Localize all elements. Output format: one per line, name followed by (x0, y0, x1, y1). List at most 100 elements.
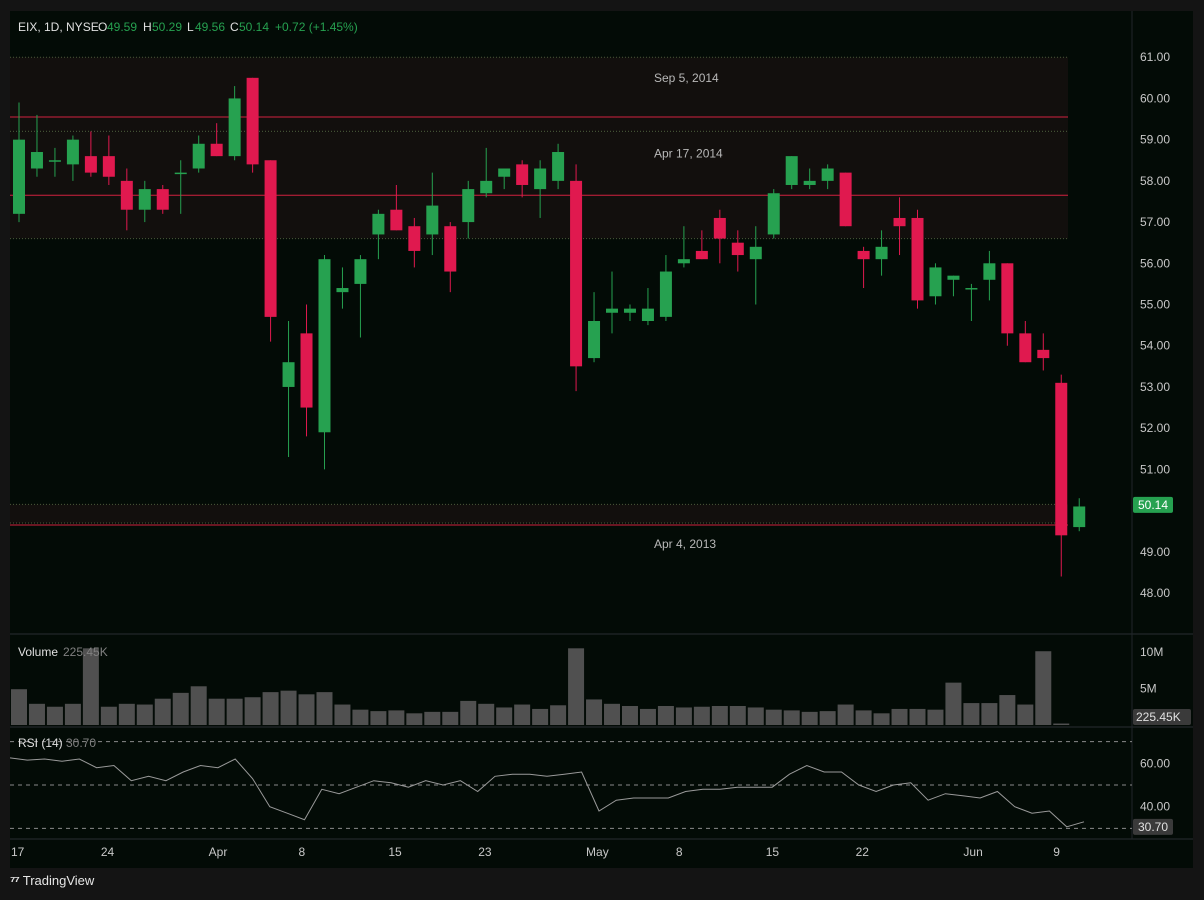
price-tick-label: 53.00 (1140, 380, 1170, 394)
time-tick-label: Apr (209, 845, 228, 859)
candle-down (731, 242, 744, 256)
time-tick-label: 8 (676, 845, 683, 859)
candle-up (785, 156, 798, 185)
volume-bar (28, 703, 45, 725)
volume-bar (442, 711, 459, 725)
volume-legend: Volume 225.45K (18, 645, 108, 659)
volume-bar (873, 713, 890, 725)
volume-last-tag (1133, 709, 1191, 725)
volume-bar (927, 709, 944, 725)
volume-tick-label: 5M (1140, 681, 1157, 695)
candle-down (156, 189, 169, 210)
volume-bar (190, 686, 207, 725)
time-tick-label: 22 (856, 845, 870, 859)
volume-bar (172, 692, 189, 725)
candle-up (282, 362, 295, 387)
last-price-tag (1133, 496, 1173, 513)
zone-band (10, 57, 1068, 132)
volume-bar (747, 707, 764, 725)
volume-bar (568, 648, 585, 725)
price-tick-label: 61.00 (1140, 50, 1170, 64)
rsi-tick-label: 60.00 (1140, 756, 1170, 770)
candle-down (857, 250, 870, 260)
chart-canvas[interactable]: Sep 5, 2014 Apr 17, 2014 Apr 4, 2013 10M 5M… (10, 11, 1193, 868)
volume-bar (82, 648, 99, 725)
close-value: 50.14 (239, 20, 269, 34)
candle-up (48, 160, 61, 162)
candle-down (911, 217, 924, 301)
volume-bar (891, 708, 908, 725)
candle-up (606, 308, 619, 313)
candle-up (659, 271, 672, 317)
candle-up (138, 189, 151, 210)
candle-down (695, 250, 708, 260)
volume-bar (478, 703, 495, 725)
volume-bar (11, 689, 27, 725)
zone-label: Sep 5, 2014 (654, 71, 719, 85)
time-tick-label: 9 (1053, 845, 1060, 859)
tradingview-logo-icon: ⁷⁷ (10, 873, 20, 888)
volume-bar (244, 697, 261, 725)
candle-up (318, 259, 331, 433)
volume-bar (711, 706, 728, 725)
volume-label: Volume (18, 645, 58, 659)
price-tick-label: 59.00 (1140, 133, 1170, 147)
high-value: 50.29 (152, 20, 182, 34)
candle-up (228, 98, 241, 157)
price-tick-label: 51.00 (1140, 462, 1170, 476)
ohlc-legend: EIX, 1D, NYSE O 49.59 H 50.29 L 49.56 C … (18, 20, 358, 34)
low-value: 49.56 (195, 20, 225, 34)
candle-up (534, 168, 547, 190)
time-tick-label: 17 (11, 845, 25, 859)
volume-bar (729, 706, 746, 725)
price-tick-label: 54.00 (1140, 339, 1170, 353)
footer: ⁷⁷ TradingView (10, 873, 94, 888)
time-tick-label: 8 (299, 845, 306, 859)
time-tick-label: 24 (101, 845, 115, 859)
price-tick-label: 55.00 (1140, 298, 1170, 312)
candle-up (821, 168, 834, 181)
volume-bar (675, 707, 692, 725)
candle-down (1055, 382, 1068, 536)
volume-bar (334, 704, 351, 725)
volume-bar (819, 711, 836, 725)
volume-bar (604, 703, 621, 725)
rsi-tick-label: 40.00 (1140, 800, 1170, 814)
volume-bar (963, 703, 980, 725)
candle-up (462, 189, 475, 223)
rsi-line (10, 757, 1085, 828)
candle-up (66, 139, 79, 165)
volume-bar (154, 698, 171, 725)
candle-down (839, 172, 852, 227)
volume-bar (388, 710, 405, 725)
candle-up (767, 193, 780, 235)
candle-up (875, 246, 888, 260)
candle-down (1001, 263, 1014, 334)
candle-down (84, 156, 97, 173)
candle-up (588, 321, 601, 359)
high-label: H (143, 20, 152, 34)
volume-bar (352, 709, 369, 725)
candle-up (803, 180, 816, 185)
price-tick-label: 58.00 (1140, 174, 1170, 188)
volume-bar (406, 713, 423, 725)
candle-down (390, 209, 403, 231)
volume-bar (999, 695, 1016, 725)
volume-bar (783, 710, 800, 725)
volume-bar (280, 690, 297, 725)
volume-bar (532, 708, 549, 725)
candle-up (929, 267, 942, 297)
volume-bar (496, 707, 513, 725)
candle-down (713, 217, 726, 239)
candle-up (965, 288, 978, 290)
volume-bar (424, 711, 441, 725)
candle-up (13, 139, 25, 214)
brand-name: TradingView (22, 873, 95, 888)
change-value: +0.72 (+1.45%) (275, 20, 358, 34)
candle-down (444, 226, 457, 272)
candle-up (192, 143, 205, 169)
rsi-value: 30.70 (66, 736, 96, 750)
candle-down (264, 160, 277, 317)
candle-down (120, 180, 133, 210)
candle-up (426, 205, 439, 235)
